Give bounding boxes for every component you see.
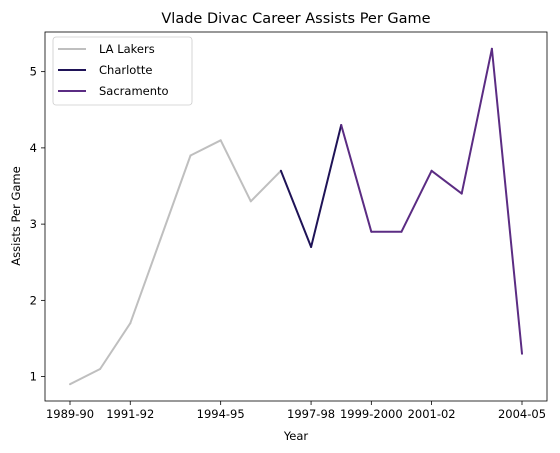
chart-title: Vlade Divac Career Assists Per Game bbox=[161, 11, 430, 27]
x-tick-label: 1994-95 bbox=[197, 407, 245, 421]
data-point bbox=[280, 170, 282, 172]
y-tick-label: 1 bbox=[30, 370, 37, 384]
y-tick-label: 2 bbox=[30, 293, 37, 307]
x-tick-label: 2004-05 bbox=[498, 407, 546, 421]
data-point bbox=[220, 139, 222, 141]
y-tick-label: 5 bbox=[30, 65, 37, 79]
data-point bbox=[190, 155, 192, 157]
x-tick-label: 1999-2000 bbox=[340, 407, 403, 421]
data-point bbox=[99, 368, 101, 370]
legend-entry-label: LA Lakers bbox=[99, 42, 155, 56]
x-tick-label: 2001-02 bbox=[408, 407, 456, 421]
legend-entry-label: Sacramento bbox=[99, 84, 169, 98]
data-point bbox=[491, 48, 493, 50]
data-point bbox=[250, 200, 252, 202]
data-point bbox=[340, 124, 342, 126]
x-tick-label: 1989-90 bbox=[46, 407, 94, 421]
x-tick-label: 1997-98 bbox=[287, 407, 335, 421]
data-point bbox=[159, 238, 161, 240]
legend: LA Lakers Charlotte Sacramento bbox=[53, 37, 192, 105]
y-axis-label: Assists Per Game bbox=[9, 166, 23, 265]
data-point bbox=[310, 246, 312, 248]
x-tick-label: 1991-92 bbox=[106, 407, 154, 421]
data-point bbox=[521, 353, 523, 355]
legend-entry-label: Charlotte bbox=[99, 63, 152, 77]
data-point bbox=[431, 170, 433, 172]
data-point bbox=[401, 231, 403, 233]
y-tick-label: 3 bbox=[30, 217, 37, 231]
y-tick-label: 4 bbox=[30, 141, 37, 155]
data-point bbox=[69, 383, 71, 385]
data-point bbox=[129, 322, 131, 324]
data-point bbox=[370, 231, 372, 233]
x-axis-label: Year bbox=[283, 429, 309, 443]
data-point bbox=[461, 193, 463, 195]
